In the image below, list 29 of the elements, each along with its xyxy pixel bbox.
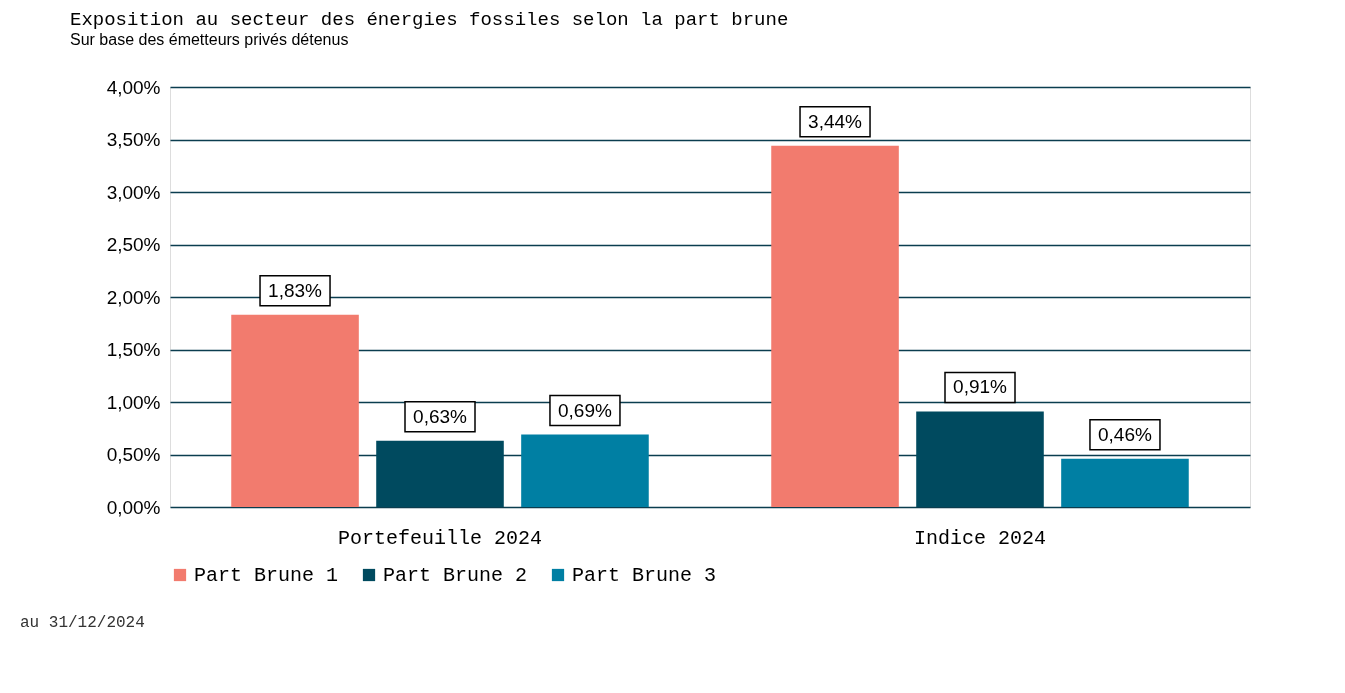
bar (231, 314, 359, 507)
legend-label: Part Brune 3 (572, 564, 717, 587)
bar (916, 411, 1044, 507)
bar (1061, 458, 1189, 507)
y-tick-label: 0,00% (106, 496, 161, 518)
y-tick-label: 4,00% (106, 76, 161, 98)
legend-label: Part Brune 1 (194, 564, 339, 587)
bar (771, 145, 899, 507)
y-tick-label: 2,50% (106, 234, 161, 255)
data-label: 0,69% (558, 399, 613, 421)
text: au 31/12/2024 (20, 614, 145, 632)
bar (521, 434, 649, 507)
bar (376, 440, 504, 507)
data-label: 0,91% (953, 376, 1008, 398)
y-tick-label: 3,50% (106, 129, 161, 150)
y-tick-label: 2,00% (106, 286, 161, 308)
data-label: 0,63% (413, 405, 468, 427)
chart-title: Exposition au secteur des énergies fossiles selon la part brune (70, 9, 789, 31)
legend-label: Part Brune 2 (383, 564, 528, 587)
x-tick-label: Portefeuille 2024 (337, 526, 543, 550)
data-label: 0,46% (1098, 423, 1153, 445)
data-label: 1,83% (268, 279, 323, 301)
x-tick-label: Indice 2024 (913, 526, 1047, 550)
y-tick-label: 3,00% (106, 181, 161, 203)
data-label: 3,44% (808, 110, 863, 132)
y-tick-label: 1,00% (106, 391, 161, 413)
y-tick-label: 1,50% (106, 339, 161, 360)
y-tick-label: 0,50% (106, 444, 161, 465)
chart-subtitle: Sur base des émetteurs privés détenus (70, 31, 349, 48)
